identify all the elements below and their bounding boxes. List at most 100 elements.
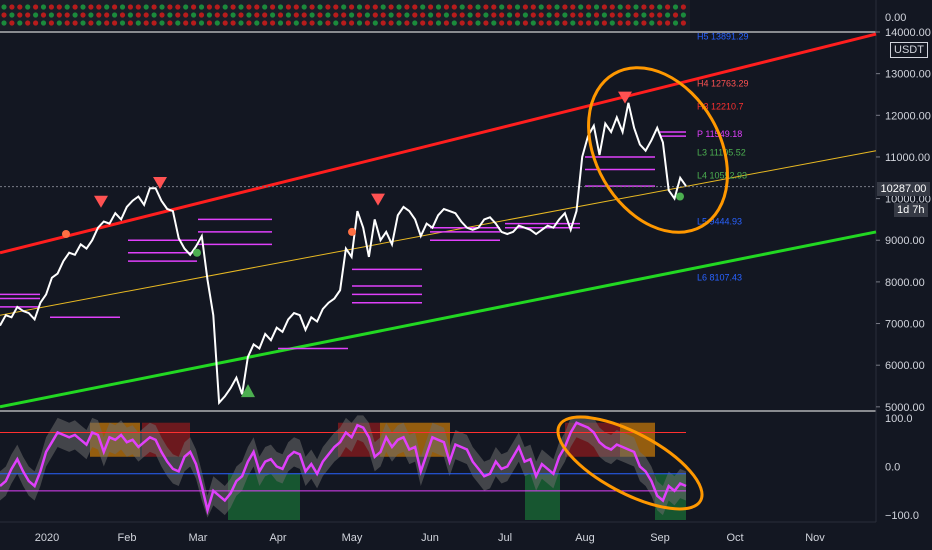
indicator-dot bbox=[546, 12, 552, 18]
price-tick-label: 13000.00 bbox=[885, 69, 931, 81]
indicator-dot bbox=[230, 4, 236, 10]
indicator-dot bbox=[206, 20, 212, 26]
indicator-dot bbox=[80, 4, 86, 10]
indicator-dot bbox=[451, 4, 457, 10]
indicator-dot bbox=[499, 4, 505, 10]
sell-marker bbox=[371, 193, 385, 206]
indicator-dot bbox=[25, 12, 31, 18]
pivot-bars bbox=[0, 131, 686, 350]
indicator-dot bbox=[665, 12, 671, 18]
pivot-label: H3 12210.7 bbox=[697, 102, 744, 112]
indicator-dot bbox=[546, 4, 552, 10]
indicator-dot bbox=[270, 12, 276, 18]
indicator-dot bbox=[135, 4, 141, 10]
indicator-dot bbox=[96, 20, 102, 26]
indicator-dot bbox=[214, 20, 220, 26]
indicator-dot bbox=[214, 4, 220, 10]
indicator-dot bbox=[175, 20, 181, 26]
highlight-ellipse bbox=[587, 66, 729, 234]
indicator-dot bbox=[206, 4, 212, 10]
indicator-dot bbox=[119, 4, 126, 10]
indicator-dot bbox=[104, 12, 110, 18]
indicator-dot bbox=[25, 20, 31, 26]
indicator-dot bbox=[625, 12, 631, 18]
indicator-dot bbox=[151, 4, 157, 10]
time-tick-label: Mar bbox=[189, 532, 208, 544]
indicator-dot bbox=[562, 20, 568, 26]
buy-marker bbox=[676, 192, 684, 201]
indicator-dot bbox=[412, 20, 418, 26]
indicator-dot bbox=[483, 20, 489, 26]
indicator-dot bbox=[349, 20, 355, 26]
price-tick-label: 6000.00 bbox=[885, 360, 925, 372]
indicator-dot bbox=[40, 12, 47, 18]
indicator-dot bbox=[601, 12, 608, 18]
indicator-dot bbox=[64, 4, 70, 10]
indicator-dot bbox=[435, 20, 442, 26]
indicator-dot bbox=[633, 4, 639, 10]
indicator-dot bbox=[586, 4, 592, 10]
indicator-dot bbox=[459, 4, 465, 10]
indicator-dot bbox=[372, 4, 378, 10]
channel-middle-line bbox=[0, 150, 877, 316]
time-tick-label: Feb bbox=[118, 532, 137, 544]
indicator-dot bbox=[183, 4, 189, 10]
oscillator-highlight-ellipse bbox=[556, 415, 704, 511]
indicator-dot bbox=[380, 4, 386, 10]
indicator-dot bbox=[388, 4, 394, 10]
indicator-dot bbox=[356, 4, 363, 10]
indicator-dot bbox=[641, 20, 647, 26]
indicator-dot bbox=[601, 4, 608, 10]
sell-marker bbox=[618, 91, 632, 104]
indicator-dot bbox=[96, 4, 102, 10]
indicator-dot bbox=[230, 20, 236, 26]
indicator-dot bbox=[72, 4, 78, 10]
indicator-dot bbox=[672, 12, 679, 18]
indicator-dot bbox=[554, 12, 560, 18]
indicator-dot bbox=[333, 12, 339, 18]
indicator-dot bbox=[657, 20, 663, 26]
indicator-dot bbox=[586, 20, 592, 26]
signal-markers bbox=[62, 91, 684, 398]
indicator-dot bbox=[198, 20, 205, 26]
indicator-dot bbox=[435, 12, 442, 18]
indicator-dot bbox=[222, 20, 228, 26]
indicator-dot bbox=[33, 12, 39, 18]
indicator-dot bbox=[293, 20, 299, 26]
indicator-dot bbox=[112, 4, 118, 10]
indicator-dot bbox=[277, 20, 284, 26]
indicator-dot bbox=[649, 20, 655, 26]
indicator-dot bbox=[33, 20, 39, 26]
indicator-dot bbox=[96, 12, 102, 18]
indicator-dot bbox=[309, 20, 315, 26]
top-indicator-panel: 0.00 bbox=[0, 0, 906, 30]
indicator-dot bbox=[246, 4, 252, 10]
indicator-dot bbox=[428, 4, 434, 10]
oscillator-pane[interactable]: 100.0 0.0 −100.0 bbox=[0, 399, 919, 527]
indicator-dot bbox=[230, 12, 236, 18]
time-tick-label: Jun bbox=[421, 532, 439, 544]
indicator-dot bbox=[143, 4, 149, 10]
indicator-dot bbox=[435, 4, 442, 10]
oscillator-axis: 100.0 0.0 −100.0 bbox=[885, 413, 919, 522]
indicator-dot bbox=[317, 12, 323, 18]
oscillator-band bbox=[0, 415, 686, 518]
indicator-dot bbox=[570, 4, 576, 10]
indicator-dot bbox=[222, 12, 228, 18]
indicator-dot bbox=[507, 12, 513, 18]
indicator-dot bbox=[380, 20, 386, 26]
oscillator-tick-label: 100.0 bbox=[885, 413, 913, 425]
indicator-dot bbox=[33, 4, 39, 10]
indicator-dot bbox=[198, 12, 205, 18]
indicator-dot bbox=[665, 20, 671, 26]
indicator-dot bbox=[475, 4, 481, 10]
indicator-dot bbox=[191, 4, 197, 10]
indicator-dot bbox=[554, 4, 560, 10]
indicator-dot bbox=[135, 20, 141, 26]
indicator-dot bbox=[175, 4, 181, 10]
indicator-dot bbox=[530, 12, 536, 18]
top-indicator-dots bbox=[1, 4, 687, 26]
pivot-label: L6 8107.43 bbox=[697, 272, 742, 282]
